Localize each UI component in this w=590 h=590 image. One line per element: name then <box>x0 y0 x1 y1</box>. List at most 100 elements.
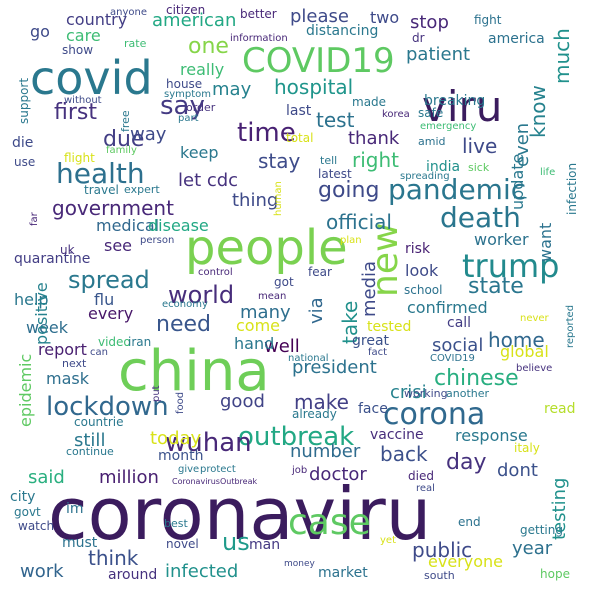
word-already: already <box>292 407 337 421</box>
word-covid19: COVID19 <box>430 353 475 364</box>
word-house: house <box>166 77 203 91</box>
word-emergency: emergency <box>420 121 477 132</box>
word-latest: latest <box>318 167 352 181</box>
word-year: year <box>512 538 553 559</box>
word-still: still <box>74 430 106 451</box>
word-around: around <box>108 567 158 583</box>
word-stop: stop <box>410 12 449 33</box>
word-vaccine: vaccine <box>370 427 424 443</box>
word-far: far <box>29 212 40 226</box>
word-quarantine: quarantine <box>14 251 91 267</box>
word-viru: viru <box>422 82 503 131</box>
word-two: two <box>370 8 400 27</box>
word-plan: plan <box>340 235 362 246</box>
word-great: great <box>352 333 390 349</box>
word-next: next <box>62 357 87 370</box>
word-infected: infected <box>165 561 239 582</box>
word-make: make <box>294 390 349 414</box>
word-human: human <box>273 181 284 216</box>
word-report: report <box>38 340 87 359</box>
word-hospital: hospital <box>274 75 354 99</box>
word-money: money <box>284 559 315 569</box>
word-put: put <box>151 385 162 402</box>
word-working: working <box>404 387 448 400</box>
word-read: read <box>544 401 576 417</box>
word-risk: risk <box>405 241 431 257</box>
word-best: best <box>164 517 188 530</box>
word-may: may <box>212 79 252 100</box>
word-dont: dont <box>497 460 538 481</box>
word-safe: safe <box>418 106 444 120</box>
word-well: well <box>264 336 300 357</box>
word-man: man <box>249 537 281 553</box>
word-good: good <box>220 391 265 412</box>
word-right: right <box>352 148 399 172</box>
word-better: better <box>240 7 277 21</box>
word-fact: fact <box>368 347 388 358</box>
word-back: back <box>380 442 428 466</box>
word-flu: flu <box>94 290 115 309</box>
word-health: health <box>56 157 145 190</box>
word-korea: korea <box>382 109 410 120</box>
word-disease: disease <box>148 216 209 235</box>
word-time: time <box>237 118 296 148</box>
word-chinese: chinese <box>434 366 519 391</box>
word-lockdown: lockdown <box>46 392 169 422</box>
word-fear: fear <box>308 265 332 279</box>
word-come: come <box>236 316 281 335</box>
word-much: much <box>550 28 574 84</box>
word-trump: trump <box>462 247 560 285</box>
word-official: official <box>326 210 392 234</box>
word-iran: iran <box>128 335 152 349</box>
word-care: care <box>66 26 101 45</box>
word-keep: keep <box>180 143 219 162</box>
word-govt: govt <box>14 505 41 519</box>
word-countrie: countrie <box>74 415 124 429</box>
word-china: china <box>118 339 270 404</box>
word-way: way <box>130 124 167 145</box>
word-national: national <box>288 353 329 364</box>
word-symptom: symptom <box>164 89 211 100</box>
word-die: die <box>12 135 34 151</box>
word-epidemic: epidemic <box>16 353 35 427</box>
word-breaking: breaking <box>424 93 486 109</box>
word-say: say <box>160 91 205 121</box>
word-protect: protect <box>200 464 236 475</box>
word-us: us <box>222 528 250 556</box>
word-video: video <box>98 335 131 349</box>
word-infection: infection <box>565 162 579 215</box>
word-case: case <box>288 502 371 543</box>
word-hand: hand <box>234 334 275 353</box>
word-crisi: crisi <box>390 382 427 403</box>
word-due: due <box>103 127 145 152</box>
word-india: india <box>426 159 461 175</box>
word-response: response <box>455 426 528 445</box>
word-novel: novel <box>166 537 199 551</box>
word-italy: italy <box>514 441 540 455</box>
word-expert: expert <box>124 183 160 196</box>
word-pandemic: pandemic <box>388 173 527 206</box>
word-work: work <box>20 561 64 582</box>
word-family: family <box>106 145 137 156</box>
word-food: food <box>175 391 186 414</box>
word-control: control <box>198 267 233 278</box>
word-test: test <box>316 108 355 132</box>
word-government: government <box>52 196 174 220</box>
word-dr: dr <box>412 31 425 45</box>
word-please: please <box>290 6 349 27</box>
word-call: call <box>447 315 472 331</box>
word-total: total <box>286 131 314 145</box>
word-tested: tested <box>367 319 412 335</box>
word-day: day <box>446 450 487 475</box>
word-support: support <box>17 78 31 125</box>
word-south: south <box>424 569 455 582</box>
word-economy: economy <box>162 299 208 310</box>
word-want: want <box>536 223 555 263</box>
word-really: really <box>180 60 225 79</box>
word-think: think <box>88 546 139 570</box>
word-information: information <box>230 33 288 44</box>
word-show: show <box>62 43 94 57</box>
word-never: never <box>520 313 549 324</box>
word-public: public <box>412 538 473 562</box>
word-person: person <box>140 235 175 246</box>
